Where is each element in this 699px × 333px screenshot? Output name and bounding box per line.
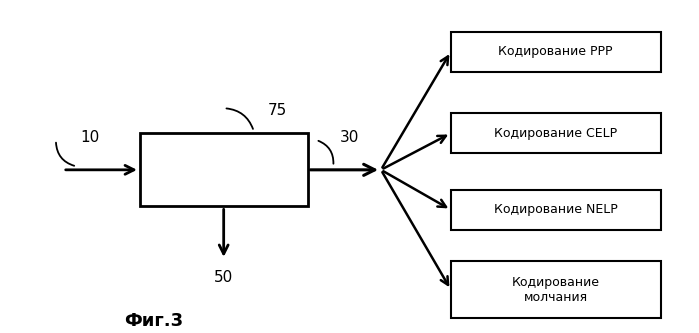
Bar	[451, 32, 661, 72]
Text: 75: 75	[268, 103, 287, 118]
Text: Фиг.3: Фиг.3	[124, 312, 183, 330]
Text: Кодирование PPP: Кодирование PPP	[498, 45, 613, 58]
Bar	[451, 113, 661, 153]
Text: Кодирование
молчания: Кодирование молчания	[512, 276, 600, 304]
Text: Кодирование CELP: Кодирование CELP	[494, 127, 617, 140]
Text: 30: 30	[340, 130, 359, 145]
Text: 50: 50	[214, 270, 233, 285]
Text: Кодирование NELP: Кодирование NELP	[493, 203, 618, 216]
Bar	[140, 133, 308, 206]
Text: 10: 10	[80, 130, 100, 145]
Bar	[451, 190, 661, 230]
Bar	[451, 261, 661, 318]
